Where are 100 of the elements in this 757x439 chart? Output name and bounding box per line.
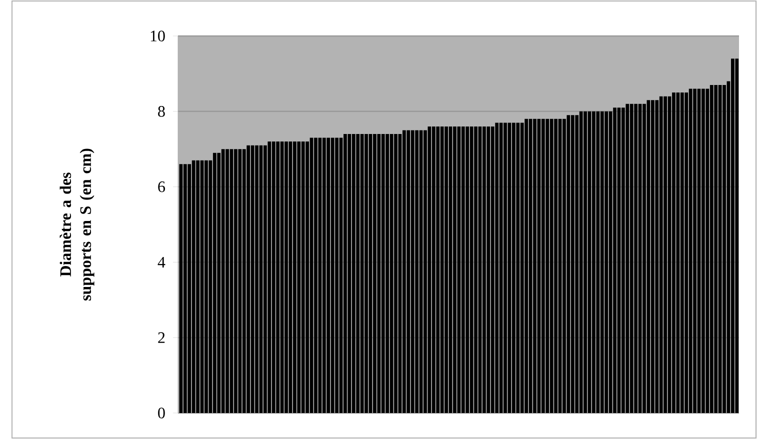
bar: [600, 111, 604, 413]
bar: [242, 149, 246, 413]
bar: [516, 122, 520, 413]
bar: [512, 122, 516, 413]
bar: [255, 145, 258, 413]
bar: [672, 92, 676, 413]
bar: [710, 85, 714, 413]
bar: [314, 138, 318, 413]
bar: [680, 92, 684, 413]
bar: [486, 126, 490, 413]
bar: [221, 149, 225, 413]
bar: [630, 104, 634, 413]
bar: [592, 111, 596, 413]
bar: [402, 130, 406, 413]
bar: [634, 104, 638, 413]
bar: [714, 85, 718, 413]
bar: [356, 134, 360, 413]
bar: [226, 149, 229, 413]
bar: [301, 142, 305, 413]
bar: [436, 126, 440, 413]
bar: [575, 115, 579, 413]
bar: [495, 122, 499, 413]
bar: [457, 126, 461, 413]
bar: [410, 130, 414, 413]
bar: [466, 126, 470, 413]
bar: [684, 92, 688, 413]
bar: [335, 138, 338, 413]
bar: [322, 138, 326, 413]
bar: [693, 88, 696, 413]
bar: [217, 152, 221, 413]
bar: [192, 160, 196, 413]
bar: [424, 130, 427, 413]
bar: [432, 126, 436, 413]
bar: [533, 118, 536, 413]
bar: [566, 115, 570, 413]
bar: [377, 134, 381, 413]
bar: [596, 111, 600, 413]
bar: [453, 126, 456, 413]
bar: [330, 138, 334, 413]
bar: [584, 111, 587, 413]
bar: [272, 142, 276, 413]
bar: [688, 88, 692, 413]
bar: [524, 118, 528, 413]
y-tick-label: 10: [150, 30, 165, 42]
bar: [650, 100, 654, 413]
bar: [204, 160, 208, 413]
bar: [626, 104, 630, 413]
bar: [268, 142, 272, 413]
y-axis-title: Diamètre a des supports en S (en cm): [60, 148, 94, 300]
bar: [541, 118, 545, 413]
bar: [264, 145, 267, 413]
bar: [722, 85, 726, 413]
bar: [381, 134, 385, 413]
bar: [406, 130, 410, 413]
bar: [292, 142, 296, 413]
bar: [642, 104, 646, 413]
y-tick-label: 0: [158, 408, 165, 418]
bar: [440, 126, 444, 413]
bar: [196, 160, 200, 413]
bar: [702, 88, 705, 413]
bar: [234, 149, 238, 413]
bar: [284, 142, 288, 413]
bar: [570, 115, 574, 413]
bar: [326, 138, 330, 413]
bar: [386, 134, 390, 413]
bar: [482, 126, 486, 413]
bar: [183, 164, 187, 413]
bar: [394, 134, 398, 413]
bar: [735, 58, 739, 413]
bar: [613, 108, 616, 413]
y-tick-label: 4: [158, 256, 166, 268]
bar: [461, 126, 465, 413]
bar: [276, 142, 280, 413]
bar: [352, 134, 356, 413]
bar: [664, 96, 667, 413]
bar: [444, 126, 448, 413]
y-tick-label: 8: [158, 106, 165, 117]
bar: [344, 134, 347, 413]
bar: [306, 142, 309, 413]
bar: [246, 145, 250, 413]
bar: [297, 142, 301, 413]
bar: [238, 149, 242, 413]
bar: [579, 111, 583, 413]
bar: [415, 130, 418, 413]
bar: [188, 164, 192, 413]
bar: [212, 152, 216, 413]
bar: [622, 108, 625, 413]
bar: [546, 118, 550, 413]
bar: [520, 122, 524, 413]
bar: [348, 134, 352, 413]
bar: [659, 96, 663, 413]
bar: [706, 88, 710, 413]
bar: [554, 118, 558, 413]
bar: [604, 111, 608, 413]
bar: [474, 126, 478, 413]
bar: [364, 134, 368, 413]
bar: [373, 134, 376, 413]
bar: [550, 118, 554, 413]
bar: [562, 118, 566, 413]
bar: [655, 100, 659, 413]
